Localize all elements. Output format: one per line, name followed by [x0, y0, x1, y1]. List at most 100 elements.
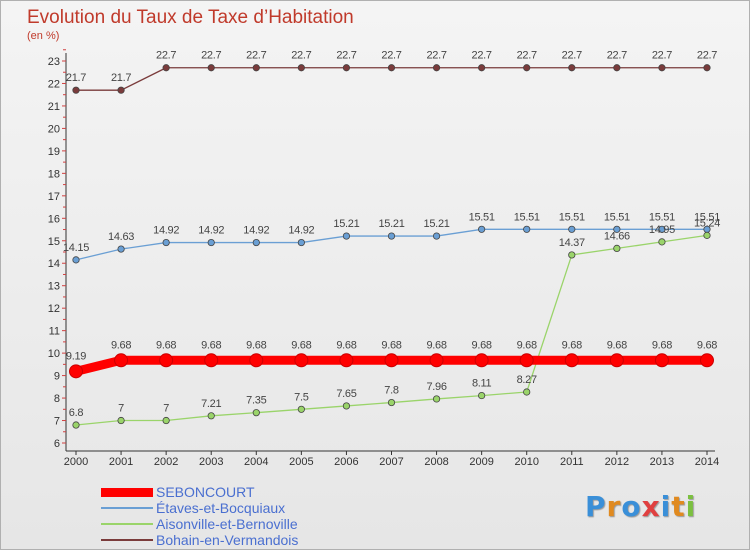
y-tick-label: 19 [48, 146, 60, 158]
data-point [204, 353, 219, 368]
data-label: 7.5 [294, 391, 309, 403]
data-point [207, 412, 215, 420]
data-label: 15.21 [378, 218, 404, 230]
data-label: 7.96 [426, 381, 446, 393]
data-point [339, 353, 354, 368]
data-label: 22.7 [201, 50, 221, 62]
legend-swatch-seboncourt [101, 488, 153, 497]
y-tick-label: 21 [48, 101, 60, 113]
data-point [252, 238, 260, 247]
x-tick-label: 2011 [560, 456, 584, 468]
data-point [72, 86, 80, 94]
x-tick-label: 2006 [334, 456, 358, 468]
legend-swatch-bohain [101, 539, 153, 541]
data-label: 9.68 [652, 339, 672, 351]
x-tick-label: 2002 [154, 456, 178, 468]
data-label: 9.68 [697, 339, 717, 351]
data-point [294, 353, 309, 368]
data-label: 15.24 [694, 217, 720, 229]
data-label: 7.35 [246, 395, 266, 407]
data-label: 22.7 [697, 50, 717, 62]
y-tick-label: 22 [48, 78, 60, 90]
data-label: 9.68 [201, 339, 221, 351]
y-tick-label: 15 [48, 236, 60, 248]
data-point [613, 64, 621, 72]
x-tick-label: 2009 [469, 456, 493, 468]
logo-letter: i [660, 490, 672, 523]
x-tick-label: 2010 [514, 456, 538, 468]
data-label: 14.15 [63, 242, 89, 254]
data-label: 22.7 [426, 50, 446, 62]
data-point [478, 225, 486, 233]
y-tick-label: 18 [48, 168, 60, 180]
data-point [523, 225, 531, 233]
y-tick-label: 10 [48, 348, 60, 360]
data-point [114, 353, 129, 368]
data-label: 8.27 [517, 374, 537, 386]
legend-swatch-etaves [101, 507, 153, 509]
data-label: 22.7 [652, 50, 672, 62]
data-point [568, 225, 576, 233]
data-label: 14.92 [198, 225, 224, 237]
series-line-2 [75, 234, 708, 426]
data-label: 14.66 [604, 230, 630, 242]
data-label: 22.7 [156, 50, 176, 62]
x-tick-label: 2001 [109, 456, 133, 468]
x-tick-label: 2012 [605, 456, 629, 468]
data-label: 9.68 [607, 339, 627, 351]
data-label: 15.21 [333, 218, 359, 230]
data-point [387, 232, 396, 240]
data-label: 22.7 [336, 50, 356, 62]
legend-label: SEBONCOURT [156, 484, 255, 500]
data-label: 8.11 [472, 378, 492, 390]
data-point [69, 364, 83, 379]
x-tick-label: 2003 [199, 456, 223, 468]
x-tick-label: 2000 [64, 456, 88, 468]
data-label: 15.51 [604, 211, 630, 223]
data-point [342, 64, 351, 72]
data-point [564, 353, 579, 368]
data-point [432, 395, 441, 403]
data-label: 15.21 [424, 218, 450, 230]
y-tick-label: 14 [48, 258, 60, 270]
data-label: 22.7 [562, 50, 582, 62]
data-point [478, 391, 486, 400]
data-point [252, 64, 260, 72]
data-label: 9.68 [517, 339, 537, 351]
data-point [252, 409, 260, 417]
data-point [700, 353, 714, 368]
data-label: 21.7 [111, 72, 131, 84]
data-point [387, 398, 396, 407]
data-label: 22.7 [607, 50, 627, 62]
data-point [658, 225, 666, 233]
data-label: 7.21 [201, 398, 221, 410]
data-label: 9.68 [381, 339, 401, 351]
data-point [162, 64, 170, 72]
data-point [429, 353, 444, 368]
data-point [613, 244, 621, 253]
y-tick-label: 17 [48, 191, 60, 203]
x-tick-label: 2004 [244, 456, 268, 468]
data-point [207, 64, 215, 72]
data-label: 9.68 [111, 339, 131, 351]
data-point [703, 231, 711, 239]
y-axis-unit-label: (en %) [27, 30, 60, 42]
y-tick-label: 11 [49, 326, 60, 338]
data-label: 6.8 [69, 407, 84, 419]
data-label: 7.65 [336, 388, 356, 400]
data-point [342, 232, 351, 240]
data-label: 7 [163, 403, 169, 415]
y-tick-label: 12 [48, 303, 60, 315]
data-point [523, 388, 531, 396]
data-label: 22.7 [517, 50, 537, 62]
data-point [72, 256, 80, 264]
data-label: 21.7 [66, 72, 86, 84]
data-label: 22.7 [291, 50, 311, 62]
data-label: 14.37 [559, 237, 585, 249]
data-label: 15.51 [514, 211, 540, 223]
data-point [432, 232, 441, 240]
data-point [609, 353, 624, 368]
data-point [117, 416, 125, 425]
data-label: 9.68 [291, 339, 311, 351]
